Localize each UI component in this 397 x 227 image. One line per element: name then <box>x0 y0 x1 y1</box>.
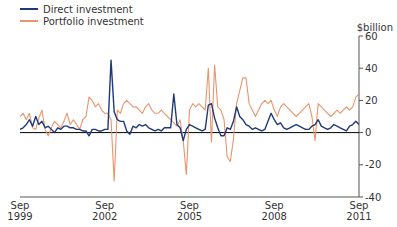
x-tick-label-line: 2008 <box>262 211 287 222</box>
y-tick <box>359 132 363 133</box>
x-tick-label-line: Sep <box>95 200 114 211</box>
legend-label: Portfolio investment <box>43 16 144 27</box>
y-tick <box>359 68 363 69</box>
x-tick-label: Sep2002 <box>92 200 117 222</box>
legend-swatch <box>20 8 38 10</box>
x-tick-label-line: Sep <box>350 200 369 211</box>
y-axis-line <box>359 36 360 197</box>
x-tick-label-line: 2011 <box>346 211 371 222</box>
plot-area <box>20 60 359 181</box>
x-tick-label: Sep1999 <box>7 200 32 222</box>
y-axis-label: $billion <box>357 22 393 33</box>
legend-swatch <box>20 20 38 22</box>
x-tick-label-line: 2005 <box>177 211 202 222</box>
chart: -40-200204060Sep1999Sep2002Sep2005Sep200… <box>0 0 397 227</box>
y-tick-label: 20 <box>365 95 378 106</box>
y-tick-label: -20 <box>365 159 381 170</box>
x-tick-label-line: 1999 <box>7 211 32 222</box>
x-tick-label: Sep2008 <box>262 200 287 222</box>
zero-line <box>20 132 359 133</box>
series-line <box>20 65 359 181</box>
y-tick <box>359 100 363 101</box>
x-axis-line <box>20 197 359 198</box>
y-tick-label: 40 <box>365 63 378 74</box>
legend-label: Direct investment <box>43 4 133 15</box>
x-tick-label-line: 2002 <box>92 211 117 222</box>
legend: Direct investmentPortfolio investment <box>20 4 144 27</box>
y-tick <box>359 197 363 198</box>
x-tick-label: Sep2005 <box>177 200 202 222</box>
x-tick-label-line: Sep <box>265 200 284 211</box>
x-tick-label-line: Sep <box>11 200 30 211</box>
y-tick <box>359 164 363 165</box>
y-tick-label: 0 <box>365 127 371 138</box>
x-tick-label: Sep2011 <box>346 200 371 222</box>
x-tick-label-line: Sep <box>180 200 199 211</box>
series-line <box>20 60 359 140</box>
y-tick <box>359 36 363 37</box>
